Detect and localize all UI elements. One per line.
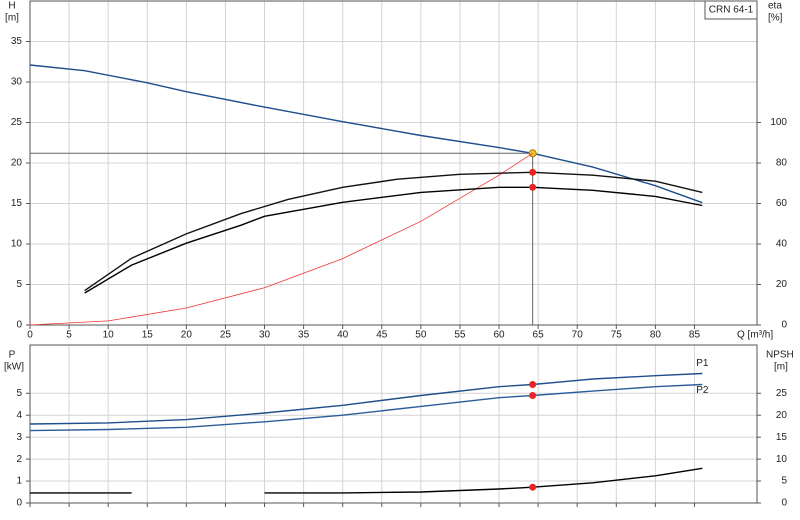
y2-tick-label: 20 [776,410,788,421]
x-tick-label: 5 [66,330,72,341]
plot-frame [29,344,758,504]
y-tick-label: 15 [11,198,23,209]
series-line [84,171,703,292]
x-tick-label: 45 [376,330,388,341]
x-tick-label: 65 [533,330,545,341]
series-line [30,467,703,494]
annotation: CRN 64-1 [709,5,754,16]
y2-tick-label: 60 [776,198,788,209]
x-tick-label: 75 [611,330,623,341]
x-tick-label: 55 [454,330,466,341]
x-tick-label: 0 [27,330,33,341]
x-tick-label: 25 [220,330,232,341]
x-tick-label: 70 [572,330,584,341]
y2-tick-label: 0 [781,320,787,331]
y-tick-label: 5 [16,279,22,290]
y2-tick-label: 20 [776,279,788,290]
x-tick-label: 85 [689,330,701,341]
x-tick-label: 30 [259,330,271,341]
y-tick-label: 5 [16,388,22,399]
x-axis-label: Q [m³/h] [737,330,773,341]
x-tick-label: 35 [298,330,310,341]
y-tick-label: 3 [16,432,22,443]
duty-marker [529,381,537,388]
y2-tick-label: 10 [776,454,788,465]
series-label: P1 [696,358,709,369]
y-axis-unit: [m] [5,13,19,24]
y2-axis-label: eta [768,1,782,12]
y2-tick-label: 100 [770,117,787,128]
y2-tick-label: 40 [776,239,788,250]
y-tick-label: 0 [16,320,22,331]
x-tick-label: 10 [103,330,115,341]
duty-marker [529,483,537,491]
series-line [29,372,703,425]
y-tick-label: 1 [16,476,22,487]
series-line [84,186,703,294]
series-line [29,64,703,204]
x-tick-label: 40 [337,330,349,341]
y-tick-label: 4 [16,410,22,421]
x-tick-label: 15 [142,330,154,341]
y-tick-label: 10 [11,239,23,250]
series-line [29,152,533,326]
x-tick-label: 50 [415,330,427,341]
y2-tick-label: 5 [781,476,787,487]
y-tick-label: 35 [11,36,23,47]
y2-axis-label: NPSH [766,350,794,361]
duty-marker [529,391,537,399]
y2-tick-label: 15 [776,432,788,443]
duty-marker [529,183,537,191]
duty-marker [528,149,537,158]
y-axis-unit: [kW] [4,362,24,373]
y-tick-label: 25 [11,117,23,128]
plot-frame [29,0,758,326]
series-line [29,383,703,432]
y-axis-label: P [9,350,16,361]
duty-marker [529,168,537,176]
y-tick-label: 20 [11,158,23,169]
y2-tick-label: 0 [781,498,787,509]
y2-tick-label: 80 [776,158,788,169]
y-tick-label: 30 [11,77,23,88]
x-tick-label: 80 [650,330,662,341]
y-tick-label: 2 [16,454,22,465]
y2-tick-label: 25 [776,388,788,399]
x-tick-label: 60 [493,330,505,341]
y-tick-label: 0 [16,498,22,509]
y2-axis-unit: [m] [774,362,788,373]
y2-axis-unit: [%] [768,13,783,24]
annotation-box [704,0,758,20]
y-axis-label: H [8,1,15,12]
x-tick-label: 20 [181,330,193,341]
series-label: P2 [696,385,709,396]
